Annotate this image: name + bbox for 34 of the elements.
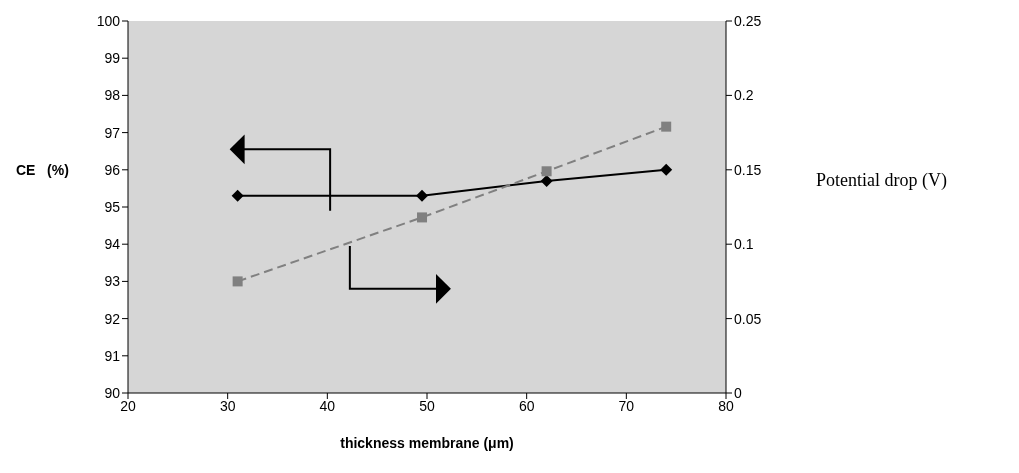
y-tick-label: 92 (104, 310, 121, 327)
y2-tick-label: 0.15 (734, 161, 762, 178)
point (660, 163, 673, 176)
y-tick-label: 98 (104, 87, 121, 104)
point (231, 189, 244, 202)
y2-tick-label: 0.2 (734, 87, 754, 104)
y-axis-title: CE (%) (16, 162, 69, 179)
y-tick-label: 97 (104, 124, 121, 141)
y-tick-label: 95 (104, 198, 121, 215)
y-tick-label: 99 (104, 50, 121, 67)
y-tick-label: 100 (96, 12, 121, 29)
y2-tick-label: 0 (734, 384, 742, 401)
x-tick-label: 60 (518, 397, 535, 414)
point (661, 121, 672, 132)
y-tick-label: 96 (104, 161, 121, 178)
point (541, 166, 552, 177)
x-tick-label: 30 (219, 397, 236, 414)
y2-tick-label: 0.1 (734, 236, 754, 253)
y2-tick-label: 0.05 (734, 310, 762, 327)
point (417, 212, 428, 223)
y2-tick-label: 0.25 (734, 12, 762, 29)
y-tick-label: 93 (104, 273, 121, 290)
x-tick-label: 50 (419, 397, 435, 414)
point (416, 189, 429, 202)
x-tick-label: 40 (319, 397, 336, 414)
x-tick-label: 20 (120, 397, 136, 414)
x-tick-label: 80 (718, 397, 734, 414)
x-tick-label: 70 (618, 397, 635, 414)
y-tick-label: 91 (104, 347, 121, 364)
point (232, 276, 243, 287)
y-tick-label: 94 (104, 236, 121, 253)
y-tick-label: 90 (104, 384, 121, 401)
x-axis-title: thickness membrane (μm) (340, 435, 514, 451)
y2-axis-title: Potential drop (V) (816, 169, 947, 191)
